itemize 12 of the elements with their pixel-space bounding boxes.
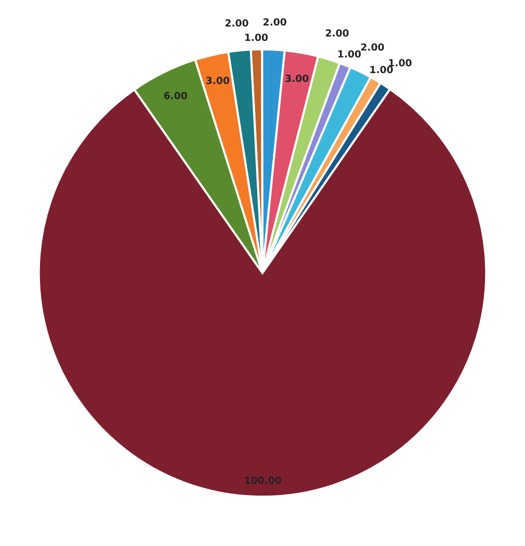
data-label: 1.00 [245,34,268,42]
data-label: 2.00 [264,18,286,26]
data-label: 2.00 [361,43,384,51]
data-label: 3.00 [206,76,230,84]
data-label: 2.00 [326,29,349,37]
data-label: 1.00 [389,59,412,66]
data-label: 6.00 [164,92,188,100]
data-label: 3.00 [286,74,308,82]
data-label: 1.00 [338,50,361,58]
data-label: 100.00 [245,476,282,484]
data-label: 2.00 [226,19,248,27]
data-label: 1.00 [370,66,393,74]
